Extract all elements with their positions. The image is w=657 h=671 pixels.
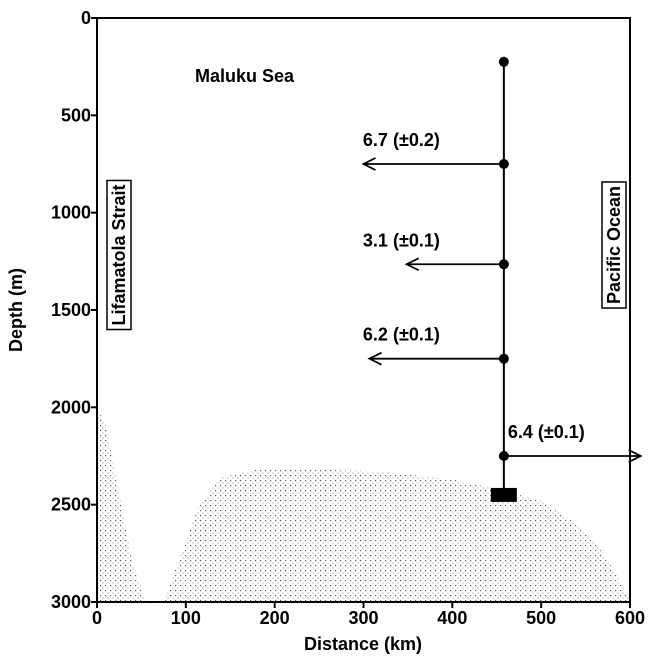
y-tick-label: 2500 [51, 495, 91, 515]
x-tick-label: 200 [260, 608, 290, 628]
transport-arrow [367, 351, 504, 366]
x-tick-label: 600 [615, 608, 645, 628]
x-tick-label: 400 [437, 608, 467, 628]
transport-label: 6.7 (±0.2) [363, 130, 440, 150]
y-axis-label: Depth (m) [6, 268, 26, 352]
y-tick-label: 500 [61, 105, 91, 125]
x-tick-label: 100 [171, 608, 201, 628]
y-tick-label: 2000 [51, 397, 91, 417]
region-label: Pacific Ocean [604, 186, 624, 304]
transport-arrow [361, 157, 504, 171]
x-tick-label: 300 [348, 608, 378, 628]
y-tick-label: 1500 [51, 300, 91, 320]
seafloor [97, 407, 630, 602]
x-tick-label: 500 [526, 608, 556, 628]
y-tick-label: 1000 [51, 203, 91, 223]
region-label: Maluku Sea [195, 66, 295, 86]
transport-label: 3.1 (±0.1) [363, 230, 440, 250]
transport-label: 6.4 (±0.1) [508, 422, 585, 442]
transport-label: 6.2 (±0.1) [363, 325, 440, 345]
x-tick-label: 0 [92, 608, 102, 628]
transport-arrow [503, 449, 643, 463]
anchor [490, 487, 517, 502]
x-axis-label: Distance (km) [304, 634, 422, 654]
instrument [498, 56, 509, 67]
y-tick-label: 0 [81, 8, 91, 28]
region-label: Lifamatola Strait [109, 184, 129, 325]
transport-arrow [404, 257, 504, 272]
region-box [106, 179, 132, 331]
region-box [601, 181, 627, 309]
y-tick-label: 3000 [51, 592, 91, 612]
